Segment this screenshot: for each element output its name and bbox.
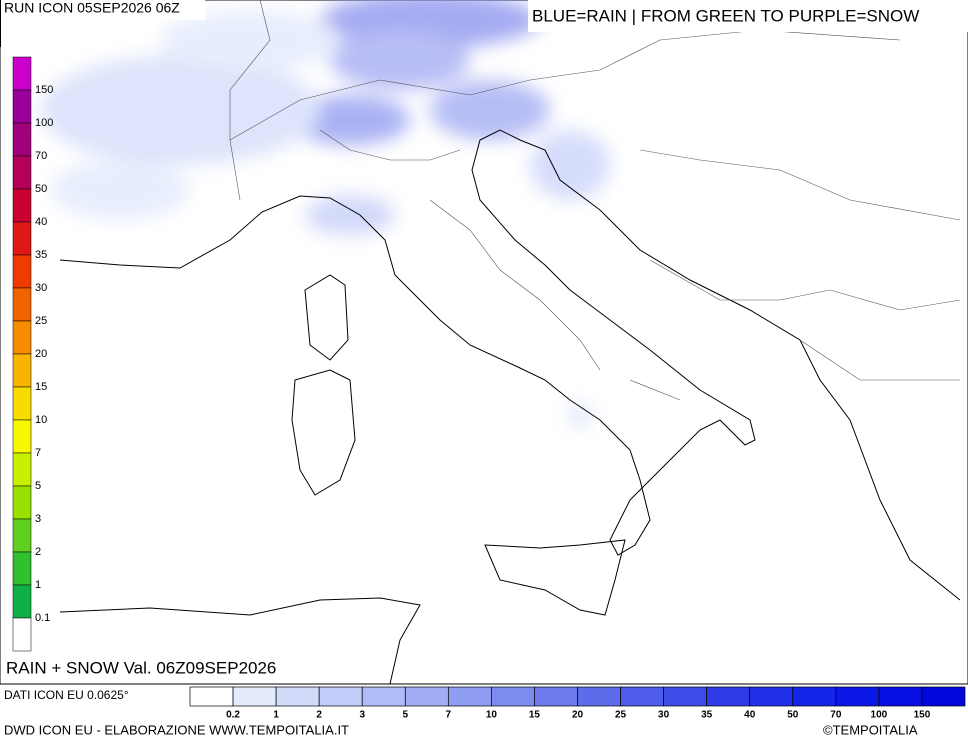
rain-label: 150 <box>914 710 931 721</box>
snow-swatch <box>12 254 32 289</box>
snow-swatch <box>12 188 32 223</box>
rain-swatch <box>835 686 880 707</box>
sicily <box>484 539 626 616</box>
rain-label: 2 <box>316 710 322 721</box>
snow-swatch <box>12 287 32 322</box>
rain-swatch <box>404 686 449 707</box>
rain-label: 70 <box>830 710 842 721</box>
legend-note: BLUE=RAIN | FROM GREEN TO PURPLE=SNOW <box>532 6 919 25</box>
snow-swatch <box>12 518 32 553</box>
valid-time: RAIN + SNOW Val. 06Z09SEP2026 <box>6 658 276 677</box>
data-source: DATI ICON EU 0.0625° <box>4 688 129 702</box>
rain-scale: 0.2 1 2 3 5 7 10 15 20 25 30 35 40 50 70 100 150 <box>189 686 966 721</box>
corsica <box>304 274 349 361</box>
rain-label: 50 <box>787 710 799 721</box>
rain-swatch <box>447 686 492 707</box>
copyright: ©TEMPOITALIA <box>823 722 918 737</box>
rain-swatch <box>706 686 751 707</box>
coastline <box>59 129 961 601</box>
rain-label: 100 <box>871 710 888 721</box>
snow-label: 3 <box>35 513 41 525</box>
snow-swatch <box>12 584 32 619</box>
snow-label: 20 <box>35 348 47 360</box>
snow-label: 15 <box>35 381 47 393</box>
snow-swatch <box>12 452 32 487</box>
snow-swatch <box>12 353 32 388</box>
snow-label: 2 <box>35 546 41 558</box>
snow-swatch <box>12 221 32 256</box>
snow-swatch <box>12 320 32 355</box>
rain-swatch <box>232 686 277 707</box>
snow-swatch <box>12 617 32 652</box>
snow-swatch <box>12 122 32 157</box>
rain-swatch <box>577 686 621 707</box>
snow-label: 0.1 <box>35 612 50 624</box>
rain-swatch <box>878 686 923 707</box>
africa-coast <box>59 597 421 684</box>
rain-swatch <box>361 686 406 707</box>
rain-label: 3 <box>359 710 365 721</box>
rain-swatch <box>189 686 234 707</box>
snow-label: 10 <box>35 414 47 426</box>
snow-swatch <box>12 56 32 91</box>
snow-swatch <box>12 386 32 421</box>
borders <box>229 0 961 401</box>
snow-label: 25 <box>35 315 47 327</box>
rain-label: 35 <box>701 710 713 721</box>
snow-swatch <box>12 419 32 454</box>
rain-swatch <box>491 686 535 707</box>
rain-label: 1 <box>273 710 279 721</box>
snow-scale: 150 100 70 50 40 35 30 25 20 15 10 7 5 3 2 1 0.1 <box>12 56 53 652</box>
rain-swatch <box>620 686 664 707</box>
credit: DWD ICON EU - ELABORAZIONE WWW.TEMPOITAL… <box>4 722 349 737</box>
snow-label: 35 <box>35 249 47 261</box>
rain-label: 15 <box>529 710 541 721</box>
note-box <box>528 0 968 32</box>
rain-label: 25 <box>615 710 627 721</box>
snow-label: 7 <box>35 447 41 459</box>
sardinia <box>291 369 356 496</box>
rain-swatch <box>749 686 794 707</box>
snow-swatch <box>12 485 32 520</box>
rain-label: 20 <box>572 710 584 721</box>
snow-swatch <box>12 89 32 124</box>
run-box <box>0 0 205 20</box>
run-label: RUN ICON 05SEP2026 06Z <box>4 0 180 16</box>
rain-label: 5 <box>402 710 408 721</box>
precipitation <box>40 0 961 684</box>
snow-label: 30 <box>35 282 47 294</box>
rain-swatch <box>534 686 578 707</box>
rain-swatch <box>921 686 966 707</box>
rain-label: 40 <box>744 710 756 721</box>
snow-label: 1 <box>35 579 41 591</box>
rain-swatch <box>318 686 363 707</box>
snow-label: 5 <box>35 480 41 492</box>
snow-swatch <box>12 551 32 586</box>
rain-label: 10 <box>486 710 498 721</box>
rain-swatch <box>792 686 837 707</box>
snow-label: 100 <box>35 117 53 129</box>
snow-label: 150 <box>35 84 53 96</box>
rain-label: 7 <box>446 710 452 721</box>
snow-swatch <box>12 155 32 190</box>
rain-label: 30 <box>658 710 670 721</box>
rain-label: 0.2 <box>226 710 240 721</box>
snow-label: 40 <box>35 216 47 228</box>
rain-swatch <box>663 686 708 707</box>
rain-swatch <box>275 686 320 707</box>
snow-label: 50 <box>35 183 47 195</box>
snow-label: 70 <box>35 150 47 162</box>
